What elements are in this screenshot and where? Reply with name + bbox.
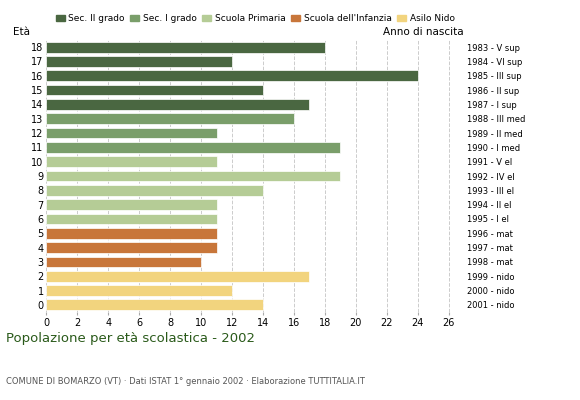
Bar [46,256,201,267]
Bar [46,142,340,153]
Bar [46,214,216,224]
Bar [46,99,309,110]
Bar [46,285,232,296]
Bar [46,156,216,167]
Bar [46,199,216,210]
Bar [46,85,263,96]
Bar [46,271,309,282]
Bar [46,228,216,239]
Bar [46,300,263,310]
Bar [46,42,325,52]
Text: COMUNE DI BOMARZO (VT) · Dati ISTAT 1° gennaio 2002 · Elaborazione TUTTITALIA.IT: COMUNE DI BOMARZO (VT) · Dati ISTAT 1° g… [6,377,365,386]
Bar [46,128,216,138]
Legend: Sec. II grado, Sec. I grado, Scuola Primaria, Scuola dell'Infanzia, Asilo Nido: Sec. II grado, Sec. I grado, Scuola Prim… [52,10,458,27]
Bar [46,56,232,67]
Bar [46,242,216,253]
Text: Popolazione per età scolastica - 2002: Popolazione per età scolastica - 2002 [6,332,255,345]
Text: Età: Età [13,27,30,37]
Bar [46,171,340,181]
Text: Anno di nascita: Anno di nascita [383,27,464,37]
Bar [46,185,263,196]
Bar [46,70,418,81]
Bar [46,113,294,124]
